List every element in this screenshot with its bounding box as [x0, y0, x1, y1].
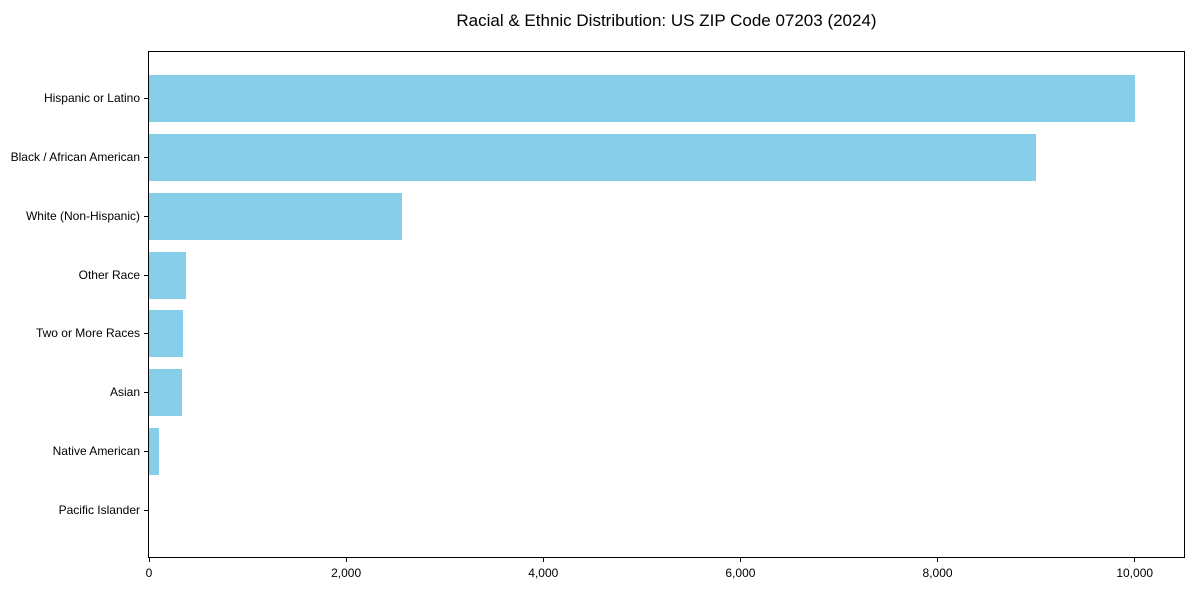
x-tick [148, 557, 150, 562]
y-tick [144, 333, 149, 335]
category-label: Native American [52, 444, 140, 459]
bar-hispanic-or-latino [149, 74, 1135, 123]
bar-black-african-american [149, 133, 1037, 181]
y-tick [144, 97, 149, 99]
x-tick-label: 4,000 [528, 566, 559, 580]
x-tick [1134, 557, 1136, 562]
category-label: White (Non-Hispanic) [25, 208, 140, 223]
bar-native-american [149, 428, 159, 476]
y-tick [144, 274, 149, 276]
x-tick [345, 557, 347, 562]
x-tick-label: 8,000 [922, 566, 953, 580]
bar-other-race [149, 251, 187, 299]
x-tick-label: 2,000 [331, 566, 362, 580]
x-tick-label: 10,000 [1116, 566, 1154, 580]
chart-title: Racial & Ethnic Distribution: US ZIP Cod… [456, 11, 877, 30]
y-tick [144, 215, 149, 217]
x-tick-label: 6,000 [725, 566, 756, 580]
bar-white-non-hispanic [149, 192, 403, 240]
category-label: Black / African American [10, 149, 140, 164]
category-label: Hispanic or Latino [43, 90, 140, 105]
bar-two-or-more-races [149, 310, 183, 358]
x-tick [739, 557, 741, 562]
category-label: Pacific Islander [58, 503, 140, 517]
category-label: Two or More Races [35, 326, 140, 341]
category-label: Other Race [78, 267, 140, 282]
bar-asian [149, 369, 182, 417]
y-tick [144, 392, 149, 394]
x-tick [937, 557, 939, 562]
y-tick [144, 451, 149, 453]
category-label: Asian [109, 385, 140, 400]
plot-area: Hispanic or Latino Black / African Americ… [11, 51, 1185, 580]
y-tick [144, 510, 149, 511]
x-tick-label: 0 [145, 566, 153, 580]
y-tick [144, 156, 149, 158]
x-tick [542, 557, 544, 562]
